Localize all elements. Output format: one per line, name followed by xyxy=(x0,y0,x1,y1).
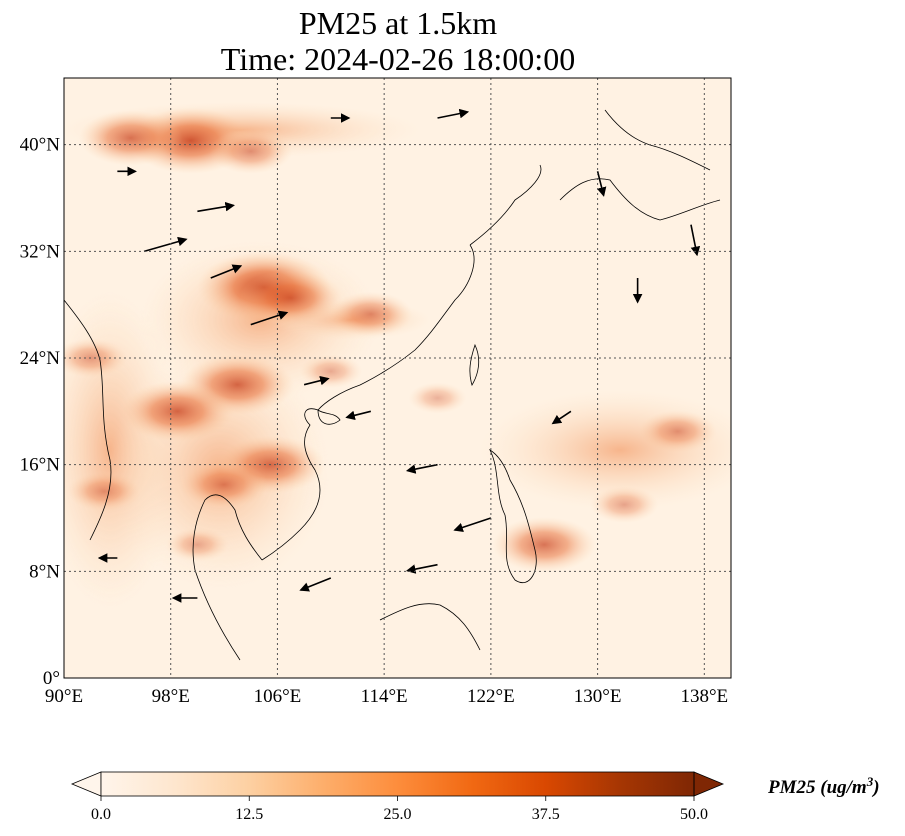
korea-japan-outline xyxy=(559,178,721,221)
wind-arrow xyxy=(690,224,701,257)
lon-tick-label: 122°E xyxy=(467,686,515,707)
map-plot-area xyxy=(64,78,731,678)
pm25-hotspot xyxy=(67,471,141,511)
colorbar-title: PM25 (ug/m3) xyxy=(767,774,880,798)
colorbar-tick-label: 0.0 xyxy=(91,806,111,823)
colorbar-tick-label: 25.0 xyxy=(384,806,412,823)
lon-tick-label: 98°E xyxy=(152,686,190,707)
coastline-india-myanmar xyxy=(64,299,112,541)
pm25-hotspot xyxy=(638,410,717,453)
wind-arrow xyxy=(210,264,243,279)
pm25-hotspot xyxy=(492,516,597,573)
wind-arrow xyxy=(453,517,492,533)
pm25-hotspot xyxy=(238,270,343,326)
pm25-hotspot xyxy=(329,291,413,337)
map-frame xyxy=(63,77,732,679)
wind-arrow xyxy=(437,108,470,119)
map-title-line-2: Time: 2024-02-26 18:00:00 xyxy=(220,41,576,77)
lat-tick-label: 0° xyxy=(43,668,60,689)
pm25-hotspot xyxy=(299,354,363,389)
map-title-line-1: PM25 at 1.5km xyxy=(298,5,498,41)
lon-tick-label: 90°E xyxy=(45,686,83,707)
lon-tick-label: 130°E xyxy=(574,686,622,707)
colorbar-tick-label: 12.5 xyxy=(235,806,263,823)
lat-tick-label: 40°N xyxy=(20,135,61,156)
pm25-hotspot xyxy=(408,382,467,414)
lat-tick-label: 24°N xyxy=(20,348,61,369)
philippines-outline xyxy=(489,448,537,583)
wind-arrow xyxy=(596,171,607,197)
wind-arrow xyxy=(143,236,188,253)
gridlines xyxy=(64,78,731,678)
borneo-outline xyxy=(379,603,481,651)
lon-tick-label: 138°E xyxy=(680,686,728,707)
wind-arrow xyxy=(405,563,438,574)
lat-tick-label: 16°N xyxy=(20,455,61,476)
colorbar-tick-label: 37.5 xyxy=(532,806,560,823)
pm25-hotspot xyxy=(590,486,659,523)
coastline-indochina xyxy=(192,494,263,661)
pm25-hotspot xyxy=(165,527,230,562)
longitude-labels: 90°E 98°E 106°E 114°E 122°E 130°E 138°E xyxy=(45,686,728,707)
colorbar-tick-label: 50.0 xyxy=(680,806,708,823)
colorbar: 0.0 12.5 25.0 37.5 50.0 PM25 (ug/m3) xyxy=(70,771,880,823)
colorbar-ticks: 0.0 12.5 25.0 37.5 50.0 xyxy=(91,796,708,823)
colorbar-extend-low xyxy=(70,771,102,797)
pm25-hotspot xyxy=(179,460,269,509)
wind-arrow xyxy=(250,310,289,326)
lat-tick-label: 32°N xyxy=(20,241,61,262)
coastline-east-china xyxy=(469,164,542,246)
latitude-labels: 0° 8°N 16°N 24°N 32°N 40°N xyxy=(20,135,61,689)
hainan-outline xyxy=(317,409,341,425)
colorbar-gradient xyxy=(101,772,694,796)
wind-arrow xyxy=(551,410,572,425)
pm25-hotspot xyxy=(78,110,183,166)
colorbar-extend-high xyxy=(693,771,725,797)
wind-arrow xyxy=(345,410,372,421)
wind-vectors xyxy=(97,108,701,603)
lon-tick-label: 106°E xyxy=(254,686,302,707)
lat-tick-label: 8°N xyxy=(29,561,60,582)
wind-arrow xyxy=(299,577,332,592)
lon-tick-label: 114°E xyxy=(361,686,408,707)
wind-arrow xyxy=(197,201,235,213)
taiwan-outline xyxy=(469,343,480,386)
wind-arrow xyxy=(405,463,438,474)
pm25-hotspot xyxy=(209,128,293,174)
pm25-hotspot xyxy=(120,380,235,442)
wind-arrow xyxy=(303,375,330,386)
